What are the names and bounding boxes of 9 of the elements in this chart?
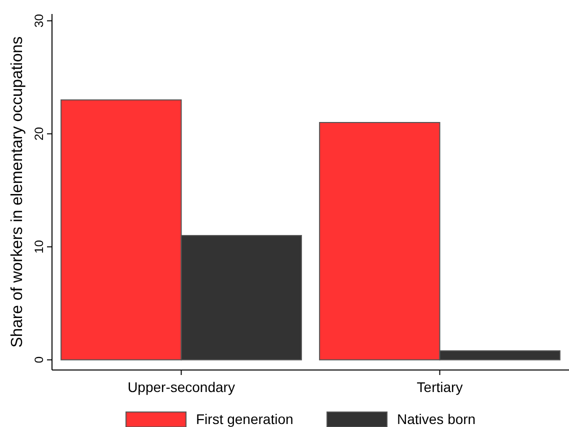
legend-label: Natives born — [397, 411, 476, 427]
y-axis-title: Share of workers in elementary occupations — [9, 36, 26, 348]
y-tick-label: 0 — [32, 356, 46, 364]
y-tick-label: 20 — [32, 126, 46, 140]
y-tick-label: 10 — [32, 240, 46, 254]
legend-label: First generation — [196, 411, 294, 427]
x-tick-label: Tertiary — [416, 379, 463, 395]
y-tick-label: 30 — [32, 14, 46, 28]
x-tick-label: Upper-secondary — [128, 379, 235, 395]
